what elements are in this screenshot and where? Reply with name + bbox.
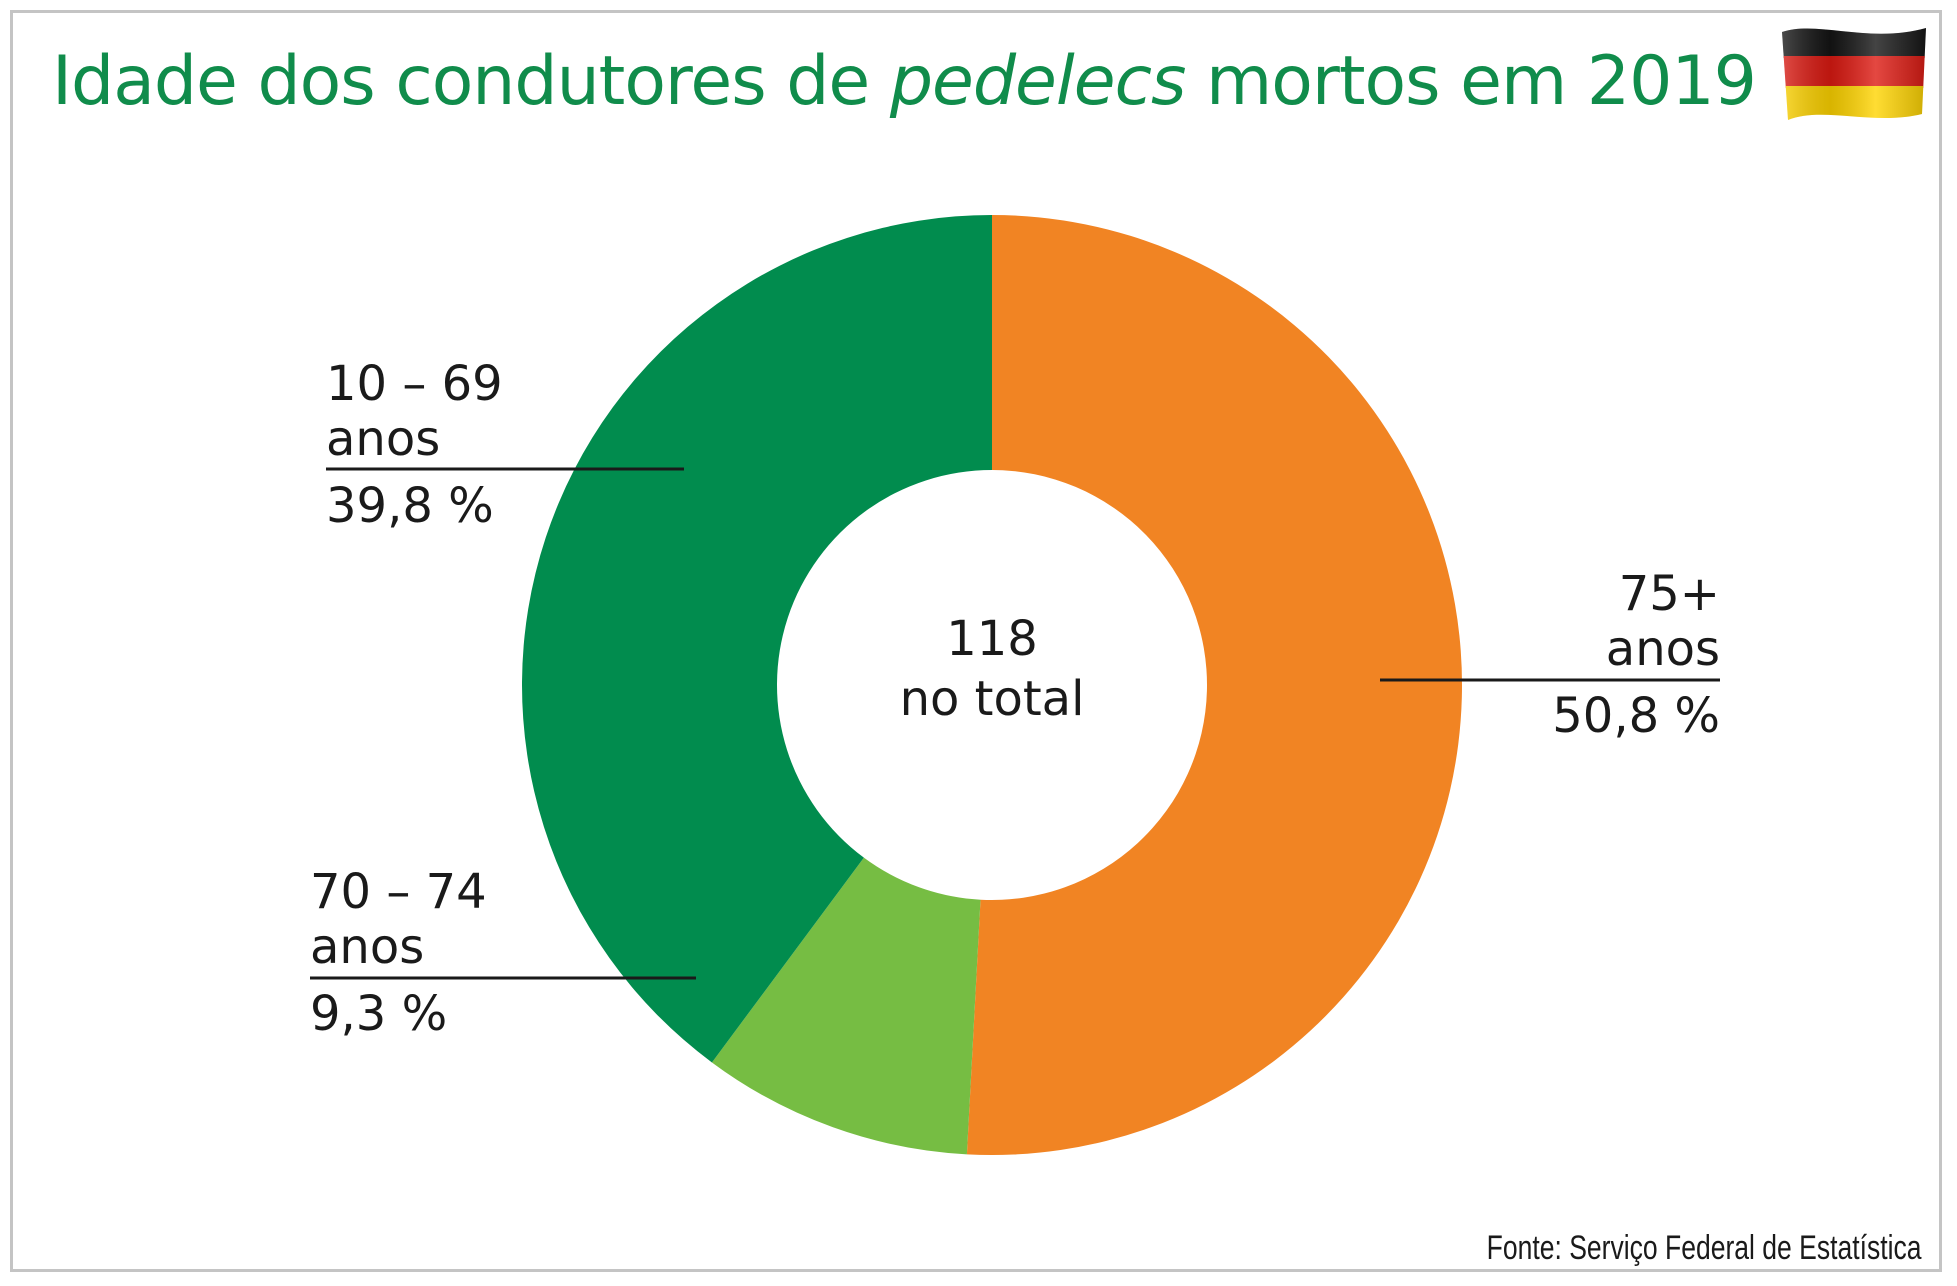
donut-slice [522,215,992,1063]
slice-name-suffix: anos [310,919,424,975]
slice-value-label: 9,3 % [310,986,447,1042]
slice-name-suffix: anos [326,411,440,467]
slice-name-label: 75+ [1619,566,1720,622]
donut-slice [966,215,1463,1155]
slice-name-label: 70 – 74 [310,864,487,920]
slice-value-label: 50,8 % [1552,688,1720,744]
center-total-value: 118 [946,611,1038,667]
slice-name-label: 10 – 69 [326,356,503,412]
germany-flag-icon [1782,28,1926,120]
title-prefix: Idade dos condutores de [52,42,890,121]
chart-title: Idade dos condutores de pedelecs mortos … [52,48,1757,116]
source-note: Fonte: Serviço Federal de Estatística [1486,1229,1921,1267]
slice-value-label: 39,8 % [326,478,494,534]
slice-name-suffix: anos [1606,621,1720,677]
title-italic-word: pedelecs [889,42,1187,121]
title-suffix: mortos em 2019 [1185,42,1757,121]
center-total-label: no total [900,671,1085,727]
donut-slice [711,857,981,1155]
